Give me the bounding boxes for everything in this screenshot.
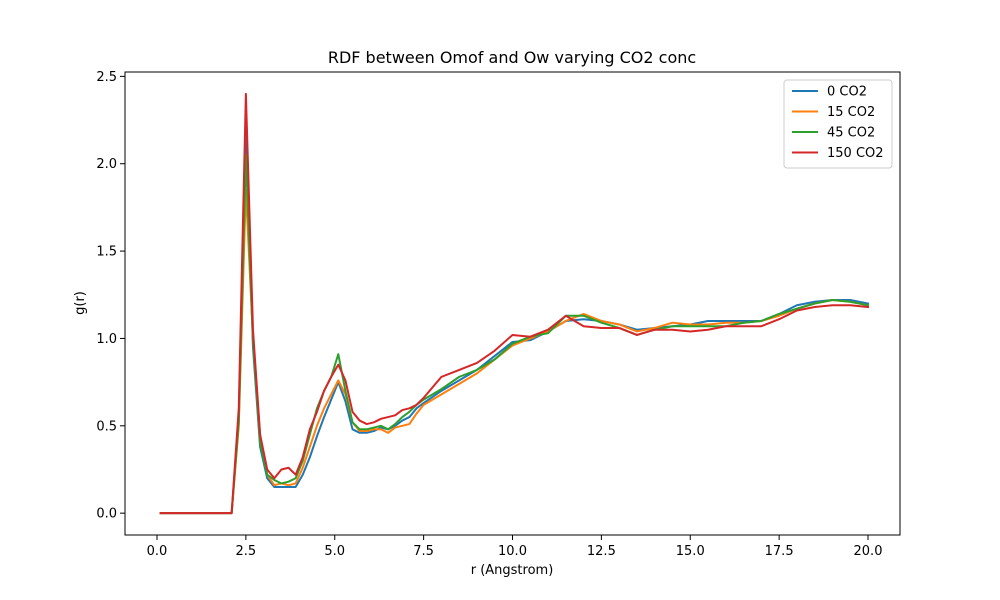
legend-label: 15 CO2 [827,105,875,120]
y-axis-ticks: 0.0 0.5 1.0 1.5 2.0 2.5 [96,70,125,522]
y-tick-label: 1.0 [96,332,117,347]
x-tick-label: 5.0 [324,544,345,559]
plot-frame [124,71,901,536]
legend-label: 150 CO2 [827,146,884,161]
y-tick-label: 2.5 [96,70,117,85]
legend-label: 0 CO2 [827,85,867,100]
x-axis-title: r (Angstrom) [471,563,554,578]
chart-title: RDF between Omof and Ow varying CO2 conc [328,48,696,67]
x-axis-ticks: 0.0 2.5 5.0 7.5 10.0 12.5 15.0 17.5 20.0 [147,535,883,559]
legend-items: 0 CO2 15 CO2 45 CO2 150 CO2 [792,85,884,161]
series-line-0 [159,127,870,515]
series-line-1 [159,188,870,515]
x-tick-label: 10.0 [498,544,527,559]
x-tick-label: 17.5 [765,544,794,559]
x-tick-label: 0.0 [147,544,168,559]
legend: 0 CO2 15 CO2 45 CO2 150 CO2 [783,79,893,169]
plot-area [125,72,900,535]
x-tick-label: 15.0 [676,544,705,559]
y-tick-label: 0.5 [96,419,117,434]
x-tick-label: 7.5 [413,544,434,559]
series-line-2 [159,153,870,515]
legend-box [783,79,893,169]
y-tick-label: 0.0 [96,507,117,522]
y-tick-label: 2.0 [96,157,117,172]
x-tick-label: 12.5 [587,544,616,559]
x-tick-label: 2.5 [236,544,257,559]
legend-label: 45 CO2 [827,126,875,141]
y-axis-title: g(r) [73,291,88,315]
x-tick-label: 20.0 [854,544,883,559]
y-tick-label: 1.5 [96,245,117,260]
series-layer [159,92,870,515]
series-line-3 [159,92,870,515]
